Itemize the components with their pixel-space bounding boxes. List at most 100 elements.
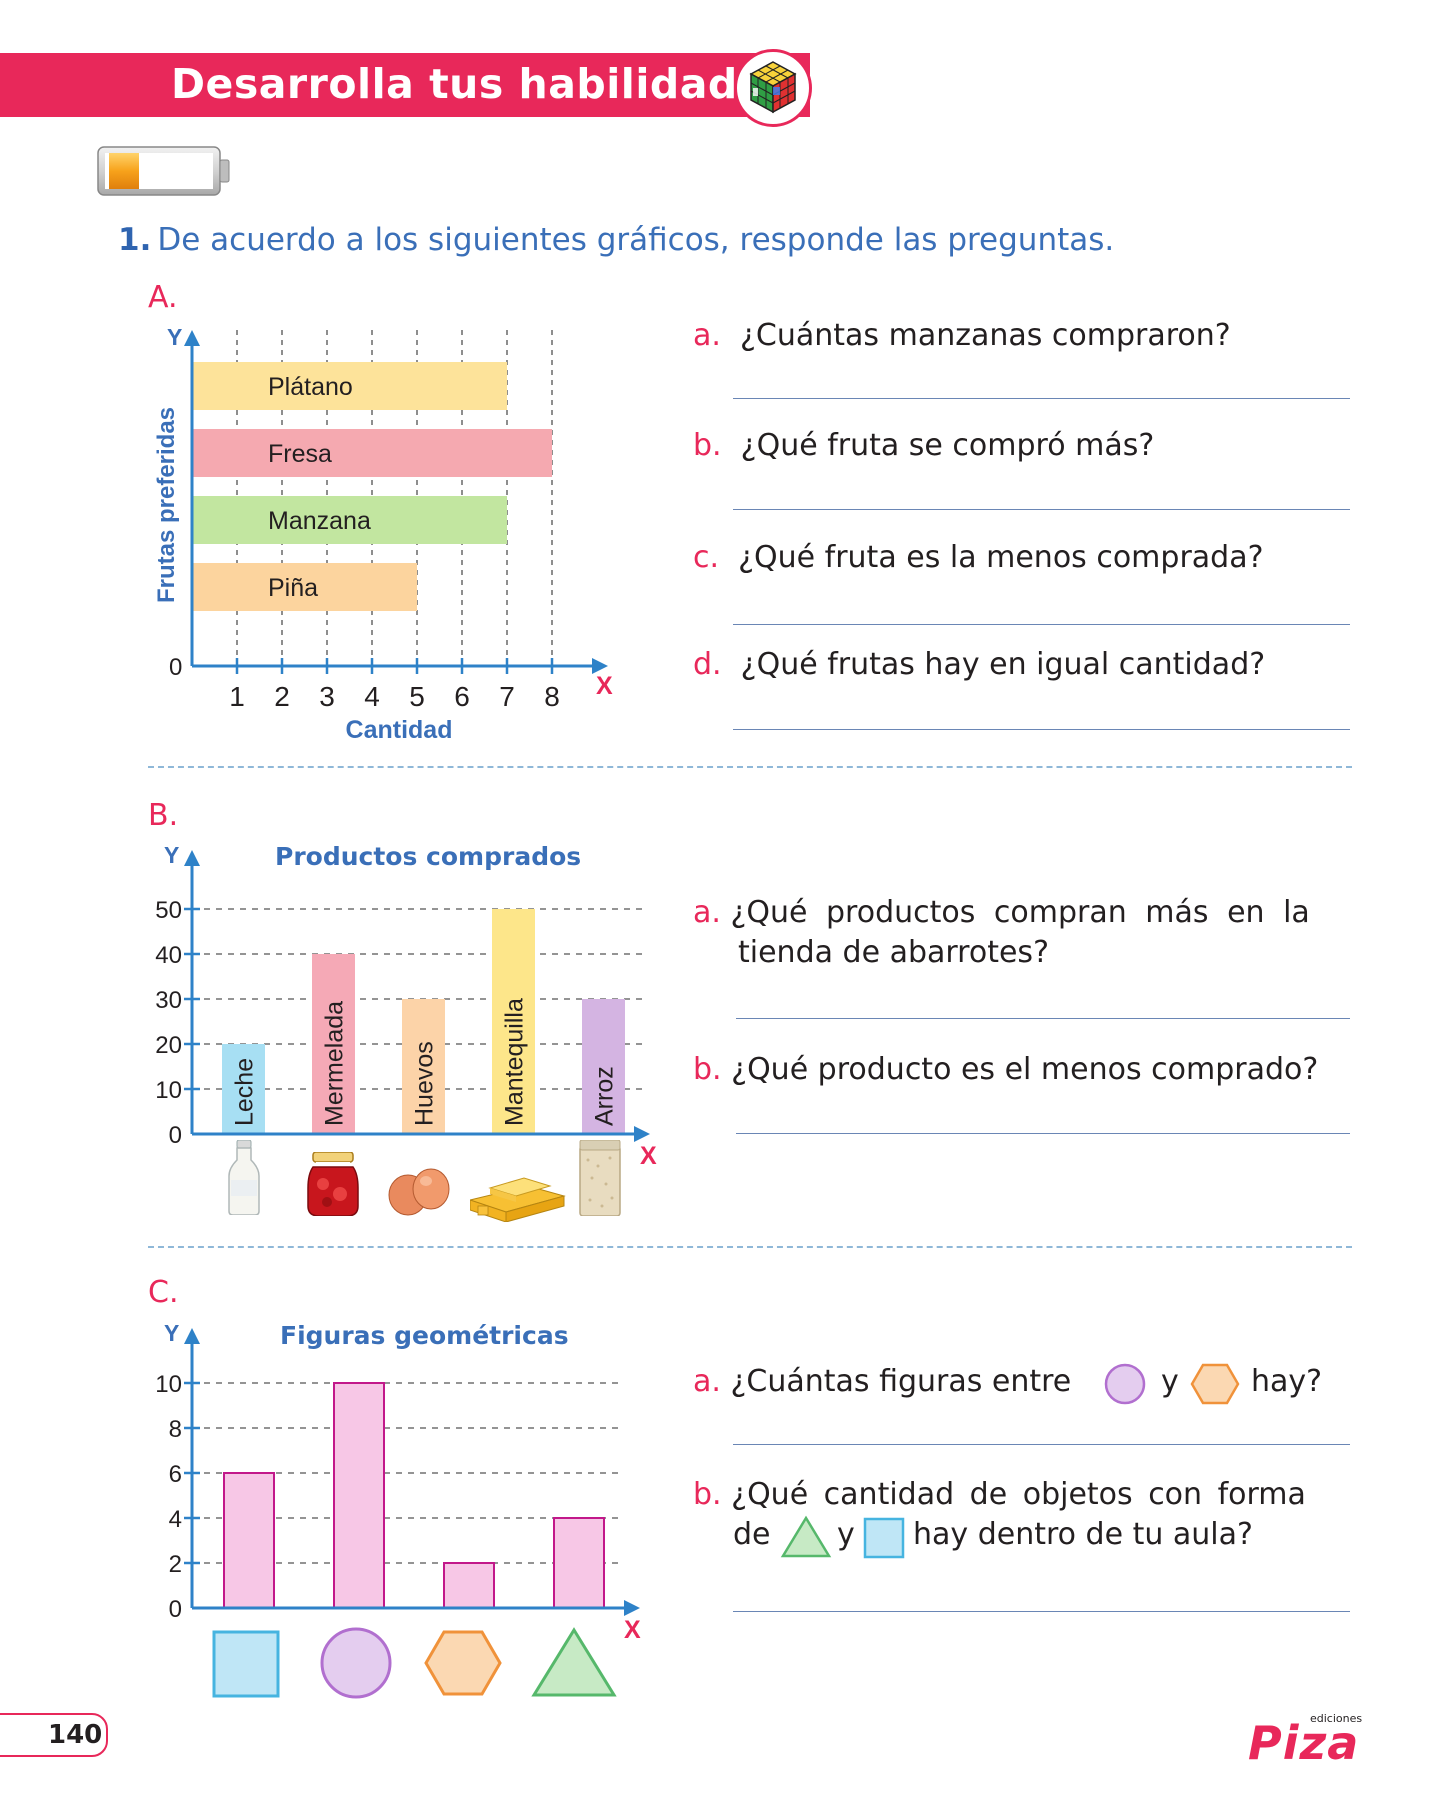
question-c-b-de: de	[733, 1517, 771, 1552]
question-text: ¿Qué producto es el menos comprado?	[731, 1052, 1319, 1087]
jam-jar-icon	[307, 1151, 359, 1220]
question-b-b: b. ¿Qué producto es el menos comprado?	[693, 1052, 1318, 1087]
rice-bag-icon	[578, 1139, 622, 1220]
exercise-number: 1.	[118, 222, 152, 258]
question-text: ¿Cuántas figuras entre	[730, 1364, 1072, 1399]
bar	[333, 1382, 385, 1609]
x-tick-label: 2	[274, 681, 290, 712]
question-letter: b.	[693, 1477, 722, 1512]
eggs-icon	[386, 1165, 452, 1221]
bar-label: Mermelada	[321, 1001, 349, 1126]
chart-products: Leche Mermelada Huevos Mantequilla Arroz 0 10…	[155, 842, 657, 1170]
exercise-instruction: 1. De acuerdo a los siguientes gráficos, …	[118, 222, 1114, 258]
y-tick-label: 50	[155, 897, 182, 924]
triangle-icon	[531, 1627, 617, 1697]
bar	[193, 362, 507, 410]
y-tick-label: 6	[169, 1461, 182, 1488]
chart-c-x-letter: X	[624, 1616, 641, 1644]
title-banner	[0, 53, 810, 117]
hexagon-icon	[424, 1630, 502, 1696]
chart-b-y-letter: Y	[164, 842, 179, 868]
circle-icon	[1104, 1363, 1146, 1405]
answer-line[interactable]	[733, 624, 1350, 625]
question-letter: b.	[693, 428, 722, 463]
answer-line[interactable]	[733, 398, 1350, 399]
chart-a-x-letter: X	[596, 672, 613, 700]
chart-a-y-letter: Y	[167, 324, 182, 350]
question-c-b: b. ¿Qué cantidad de objetos con forma	[693, 1477, 1306, 1512]
x-tick-label: 5	[409, 681, 425, 712]
square-icon	[863, 1517, 905, 1559]
question-a-d: d. ¿Qué frutas hay en igual cantidad?	[693, 647, 1265, 682]
answer-line[interactable]	[733, 729, 1350, 730]
bar	[492, 909, 535, 1134]
chart-c-y-letter: Y	[164, 1320, 179, 1346]
question-letter: c.	[693, 540, 720, 575]
bar-label: Fresa	[268, 440, 332, 468]
instruction-text: De acuerdo a los siguientes gráficos, re…	[157, 222, 1115, 258]
x-tick-label: 3	[319, 681, 335, 712]
question-c-a: a. ¿Cuántas figuras entre	[693, 1364, 1071, 1399]
y-tick-label: 4	[169, 1506, 182, 1533]
bar	[193, 429, 552, 477]
question-letter: d.	[693, 647, 722, 682]
page-number-box	[0, 1713, 108, 1757]
battery-low-icon	[97, 145, 231, 197]
answer-line[interactable]	[733, 1444, 1350, 1445]
bar-label: Plátano	[268, 373, 353, 401]
y-tick-label: 2	[169, 1551, 182, 1578]
answer-line[interactable]	[733, 1611, 1350, 1612]
bar	[223, 1472, 275, 1609]
triangle-icon	[780, 1515, 832, 1558]
question-text: ¿Qué fruta es la menos comprada?	[738, 540, 1264, 575]
chart-a-origin: 0	[169, 654, 182, 681]
publisher-word: Piza	[1248, 1716, 1360, 1770]
question-c-b-y: y	[837, 1517, 855, 1552]
answer-line[interactable]	[736, 1133, 1350, 1134]
question-b-a-line2: tienda de abarrotes?	[738, 935, 1049, 970]
section-separator	[148, 766, 1352, 768]
chart-c-title: Figuras geométricas	[280, 1321, 569, 1350]
x-tick-label: 6	[454, 681, 470, 712]
bar	[222, 1044, 265, 1134]
question-text: ¿Qué cantidad de objetos con forma	[731, 1477, 1306, 1512]
section-a-letter: A.	[148, 280, 178, 315]
butter-icon	[468, 1172, 566, 1226]
page-number: 140	[48, 1720, 103, 1750]
bar	[193, 563, 417, 611]
bar	[402, 999, 445, 1134]
bar	[553, 1517, 605, 1609]
square-icon	[212, 1630, 280, 1698]
x-tick-label: 1	[229, 681, 245, 712]
rubiks-cube-icon	[734, 49, 812, 127]
y-tick-label: 10	[155, 1077, 182, 1104]
question-letter: a.	[693, 318, 721, 353]
bar	[443, 1562, 495, 1609]
page-title: Desarrolla tus habilidades	[171, 60, 791, 108]
y-tick-label: 30	[155, 987, 182, 1014]
answer-line[interactable]	[736, 1018, 1350, 1019]
question-letter: b.	[693, 1052, 722, 1087]
question-a-b: b. ¿Qué fruta se compró más?	[693, 428, 1154, 463]
chart-shapes: 0 2 4 6 8 10 Y X	[155, 1320, 641, 1699]
hexagon-icon	[1190, 1363, 1240, 1405]
answer-line[interactable]	[733, 509, 1350, 510]
question-letter: a.	[693, 1364, 721, 1399]
bar	[582, 999, 625, 1134]
question-c-a-end: hay?	[1251, 1364, 1323, 1399]
question-a-a: a. ¿Cuántas manzanas compraron?	[693, 318, 1231, 353]
milk-bottle-icon	[228, 1139, 260, 1219]
bar-label: Leche	[231, 1058, 259, 1126]
question-c-a-and: y	[1161, 1364, 1179, 1399]
chart-a-y-label: Frutas preferidas	[153, 407, 180, 603]
question-c-b-end: hay dentro de tu aula?	[913, 1517, 1253, 1552]
x-tick-label: 4	[364, 681, 380, 712]
question-text: ¿Cuántas manzanas compraron?	[740, 318, 1231, 353]
bar-label: Huevos	[411, 1041, 439, 1126]
y-tick-label: 10	[155, 1371, 182, 1398]
publisher-logo: ediciones Piza	[1244, 1710, 1362, 1770]
bar	[193, 496, 507, 544]
y-tick-label: 0	[169, 1596, 182, 1623]
bar-label: Manzana	[268, 507, 371, 535]
